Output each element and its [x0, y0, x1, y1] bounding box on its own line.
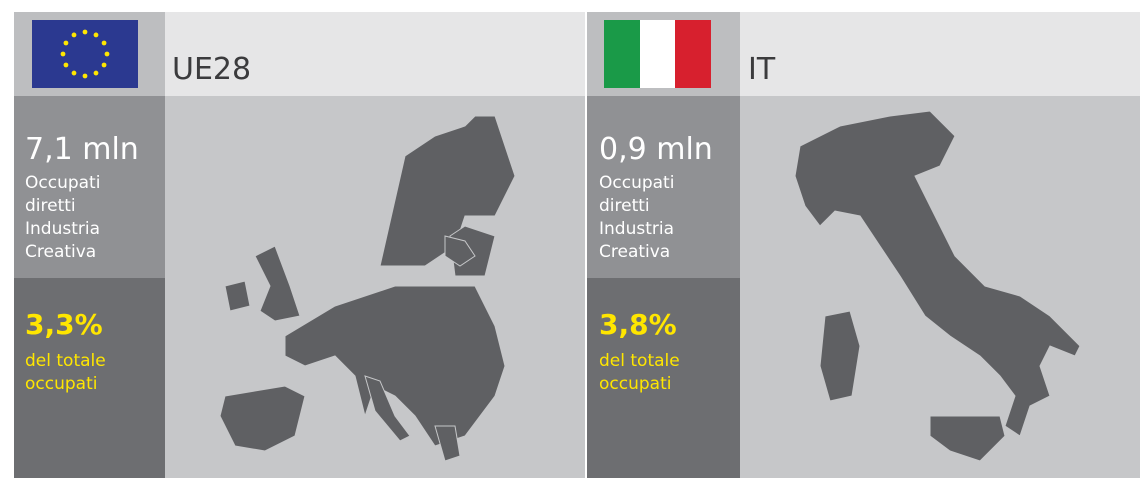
flag-star — [104, 51, 110, 57]
description-line: Occupati — [599, 173, 675, 193]
description-line: diretti — [599, 196, 650, 216]
description-line: diretti — [25, 196, 76, 216]
value: 0,9 mln — [599, 132, 713, 167]
description-line: Creativa — [25, 242, 97, 262]
percent-label-line: del totale — [25, 351, 106, 371]
eu-flag — [32, 20, 138, 88]
title-band — [165, 12, 585, 96]
percent-label-line: occupati — [25, 374, 98, 394]
description: Occupati diretti Industria Creativa — [599, 172, 674, 264]
description-line: Creativa — [599, 242, 671, 262]
value-box — [587, 96, 740, 278]
value-box — [14, 96, 165, 278]
percent: 3,8% — [599, 308, 677, 341]
flag-star — [60, 51, 66, 57]
percent-label: del totale occupati — [25, 350, 106, 396]
flag-star — [93, 32, 99, 38]
flag-star — [71, 70, 77, 76]
flag-star — [101, 40, 107, 46]
region-label: UE28 — [172, 52, 252, 87]
description-line: Industria — [25, 219, 101, 239]
percent: 3,3% — [25, 308, 103, 341]
italy-flag — [604, 20, 711, 88]
flag-star — [82, 73, 88, 79]
description: Occupati diretti Industria Creativa — [25, 172, 100, 264]
percent-label-line: occupati — [599, 374, 672, 394]
europe-map — [219, 115, 516, 462]
flag-star — [93, 70, 99, 76]
description-line: Industria — [599, 219, 675, 239]
description-line: Occupati — [25, 173, 101, 193]
percent-box — [587, 278, 740, 478]
flag-star — [101, 62, 107, 68]
title-band — [740, 12, 1140, 96]
value: 7,1 mln — [25, 132, 139, 167]
region-label: IT — [748, 52, 776, 87]
percent-box — [14, 278, 165, 478]
flag-star — [71, 32, 77, 38]
flag-star — [82, 29, 88, 35]
italy-map — [794, 110, 1081, 462]
percent-label-line: del totale — [599, 351, 680, 371]
flag-star — [63, 62, 69, 68]
flag-star — [63, 40, 69, 46]
percent-label: del totale occupati — [599, 350, 680, 396]
